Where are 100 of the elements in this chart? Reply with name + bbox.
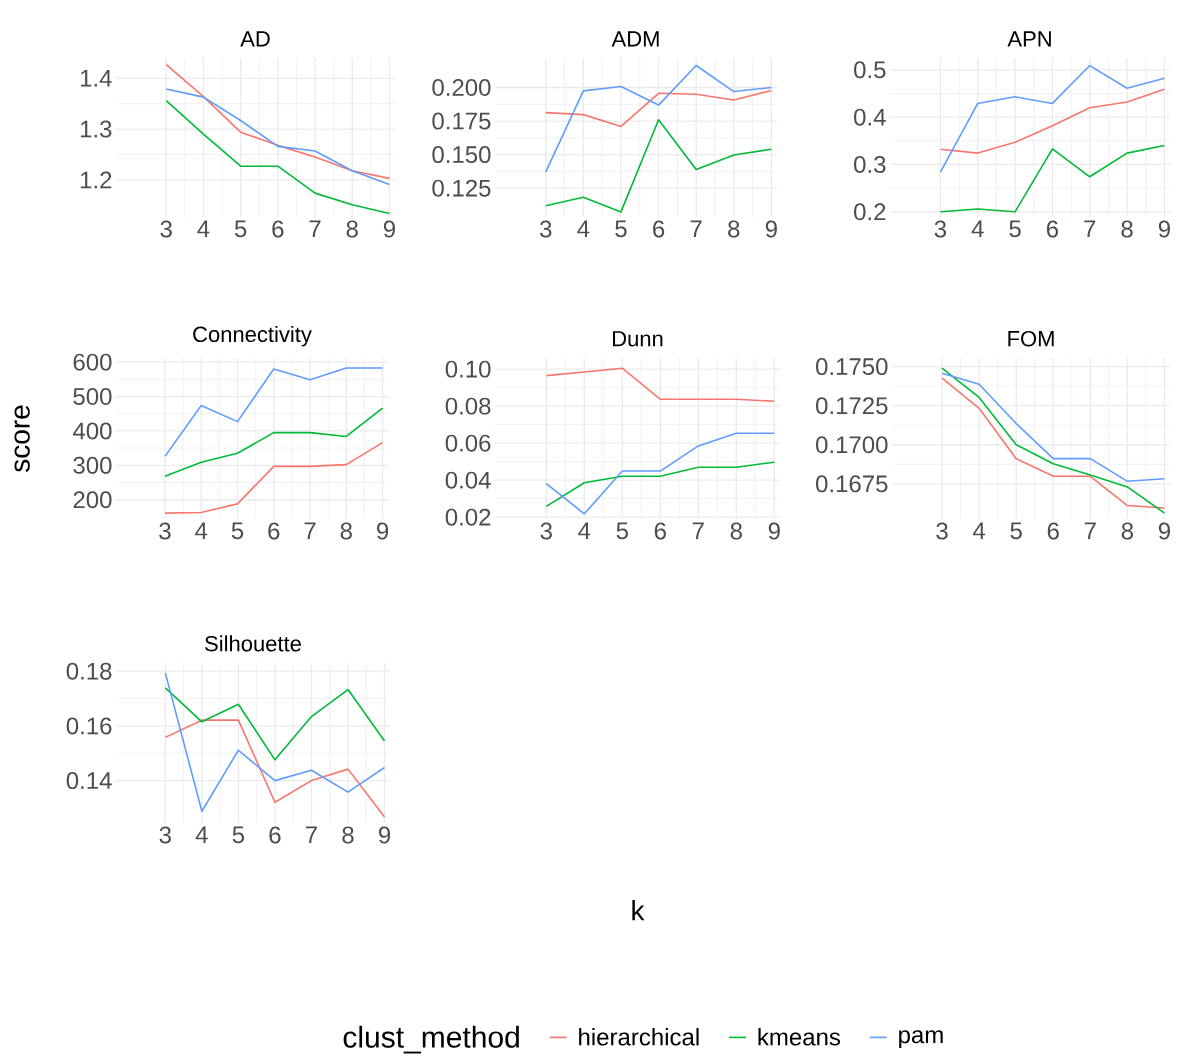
x-tick-label: 3 <box>936 522 948 540</box>
chart-title: ADM <box>611 31 659 47</box>
y-tick-label: 0.1725 <box>816 397 888 415</box>
y-tick-label: 0.02 <box>445 508 491 526</box>
line-series <box>164 441 384 514</box>
y-tick-label: 0.4 <box>854 108 886 126</box>
y-tick-label: 0.18 <box>66 662 112 680</box>
y-tick-label: 0.16 <box>66 717 112 735</box>
line-series <box>165 88 391 186</box>
line-series <box>164 407 384 478</box>
y-tick-label: 0.14 <box>66 772 112 790</box>
x-tick-label: 4 <box>195 522 208 540</box>
x-tick-label: 3 <box>159 826 171 844</box>
y-axis-title: score <box>14 405 30 472</box>
y-tick-label: 0.175 <box>432 112 491 130</box>
y-tick-label: 0.10 <box>445 360 491 378</box>
y-tick-label: 0.200 <box>432 79 491 97</box>
line-series <box>165 99 391 215</box>
chart-title: Dunn <box>613 331 663 347</box>
y-tick-label: 1.2 <box>80 171 112 189</box>
y-tick-label: 0.3 <box>854 155 886 173</box>
x-tick-label: 5 <box>1010 522 1022 540</box>
x-tick-label: 5 <box>232 826 245 844</box>
y-tick-label: 600 <box>73 353 112 371</box>
chart-title: Connectivity <box>193 325 312 347</box>
legend-label: kmeans <box>758 1027 841 1046</box>
chart-title: APN <box>1007 31 1051 47</box>
x-tick-label: 7 <box>692 522 704 540</box>
x-tick-label: 6 <box>1047 522 1059 540</box>
line-series <box>545 432 776 515</box>
x-tick-label: 4 <box>197 220 210 238</box>
line-series <box>544 89 773 128</box>
x-tick-label: 4 <box>195 826 208 844</box>
line-series <box>164 367 384 458</box>
x-tick-label: 7 <box>1084 220 1096 238</box>
line-series <box>939 144 1166 213</box>
chart-title: FOM <box>1008 330 1054 347</box>
x-tick-label: 8 <box>346 220 358 238</box>
line-series <box>939 88 1166 154</box>
x-tick-label: 8 <box>342 826 354 844</box>
y-tick-label: 0.2 <box>854 203 886 221</box>
x-tick-label: 3 <box>159 522 171 540</box>
line-series <box>544 64 773 173</box>
x-axis-title: k <box>632 900 645 921</box>
x-tick-label: 8 <box>728 220 740 238</box>
x-tick-label: 4 <box>577 220 590 238</box>
y-tick-label: 0.1750 <box>816 358 888 376</box>
y-tick-label: 0.04 <box>445 471 491 489</box>
x-tick-label: 6 <box>268 522 280 540</box>
x-tick-label: 6 <box>654 522 666 540</box>
line-series <box>545 461 776 508</box>
y-tick-label: 1.4 <box>80 70 112 87</box>
y-tick-label: 0.06 <box>445 434 491 452</box>
chart-title: Silhouette <box>205 635 301 652</box>
x-tick-label: 3 <box>540 522 552 540</box>
x-tick-label: 7 <box>690 220 702 238</box>
x-tick-label: 6 <box>1046 220 1059 238</box>
x-tick-label: 7 <box>304 522 316 540</box>
x-tick-label: 5 <box>615 220 627 238</box>
y-tick-label: 0.150 <box>432 146 491 164</box>
x-tick-label: 5 <box>231 522 244 540</box>
y-tick-label: 400 <box>72 422 112 440</box>
y-tick-label: 1.3 <box>80 120 112 138</box>
legend-label: pam <box>899 1030 943 1049</box>
x-tick-label: 4 <box>578 522 591 540</box>
line-series <box>165 63 391 180</box>
x-tick-label: 9 <box>1158 220 1170 238</box>
x-tick-label: 3 <box>540 220 552 238</box>
line-series <box>941 372 1166 483</box>
x-tick-label: 4 <box>971 220 984 238</box>
x-tick-label: 8 <box>1121 220 1133 238</box>
x-tick-label: 6 <box>272 220 284 238</box>
x-tick-label: 8 <box>1121 522 1134 540</box>
x-tick-label: 9 <box>378 826 391 844</box>
y-tick-label: 200 <box>73 491 112 509</box>
x-tick-label: 7 <box>309 220 321 238</box>
x-tick-label: 9 <box>1158 522 1170 540</box>
x-tick-label: 7 <box>306 826 317 844</box>
chart-title: AD <box>240 31 270 47</box>
x-tick-label: 7 <box>1084 522 1096 540</box>
y-tick-label: 0.5 <box>854 61 886 79</box>
x-tick-label: 9 <box>383 220 395 238</box>
line-series <box>164 687 386 761</box>
x-tick-label: 6 <box>269 826 281 844</box>
x-tick-label: 9 <box>765 220 777 238</box>
y-tick-label: 0.08 <box>445 397 491 415</box>
y-tick-label: 0.125 <box>432 179 491 197</box>
x-tick-label: 9 <box>768 522 780 540</box>
x-tick-label: 5 <box>1009 220 1021 238</box>
line-series <box>164 719 386 818</box>
y-tick-label: 500 <box>73 388 112 406</box>
x-tick-label: 3 <box>160 220 172 238</box>
line-series <box>164 672 386 813</box>
x-tick-label: 8 <box>340 522 352 540</box>
x-tick-label: 4 <box>972 522 986 540</box>
x-tick-label: 6 <box>653 220 665 238</box>
x-tick-label: 8 <box>730 522 742 540</box>
x-tick-label: 5 <box>616 522 628 540</box>
y-tick-label: 0.1700 <box>816 436 888 454</box>
x-tick-label: 5 <box>234 220 247 238</box>
